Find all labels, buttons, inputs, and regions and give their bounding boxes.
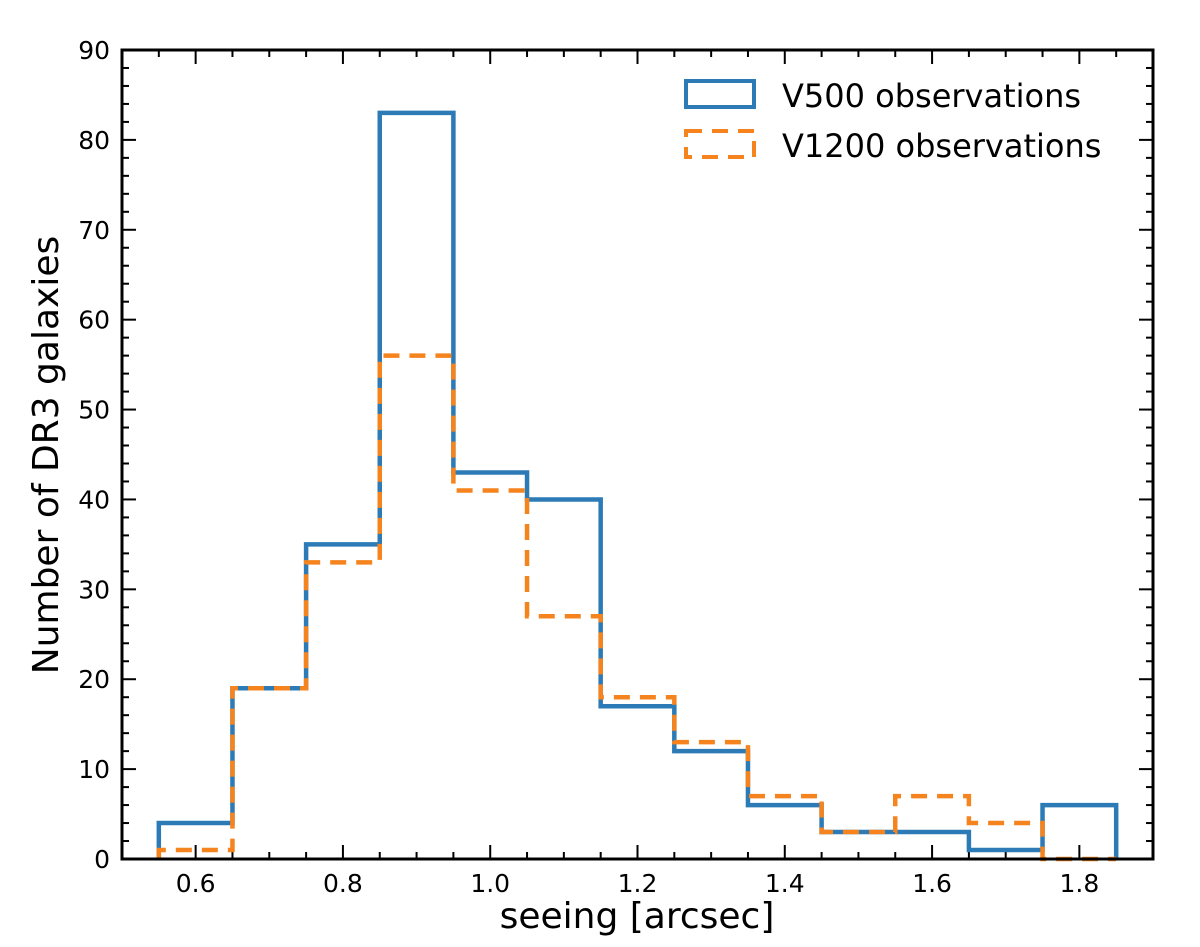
y-tick-label: 10 [78, 755, 110, 784]
x-tick-label: 1.8 [1059, 869, 1099, 898]
legend-swatch-v1200 [684, 129, 756, 159]
y-tick-label: 0 [94, 845, 110, 874]
legend-label-v1200: V1200 observations [782, 127, 1101, 165]
y-tick-label: 70 [78, 216, 110, 245]
tick-labels-layer: 0.6 0.8 1.0 1.2 1.4 1.6 1.8 0 10 20 30 40 50 60 70 80 90 [78, 36, 1099, 898]
v500-histogram-line [156, 110, 1119, 859]
y-axis-label: Number of DR3 galaxies [26, 236, 67, 674]
x-tick-label: 0.8 [323, 869, 363, 898]
x-axis-label: seeing [arcsec] [500, 896, 775, 937]
x-tick-label: 0.6 [176, 869, 216, 898]
series-layer [156, 110, 1119, 862]
y-tick-label: 40 [78, 485, 110, 514]
legend: V500 observations V1200 observations [684, 77, 1101, 165]
ticks-layer [121, 49, 1154, 860]
legend-swatch-v500 [684, 79, 756, 109]
plot-frame [120, 48, 1155, 861]
y-tick-label: 80 [78, 126, 110, 155]
y-tick-label: 50 [78, 396, 110, 425]
x-tick-label: 1.6 [912, 869, 952, 898]
v1200-histogram-line [156, 353, 1117, 862]
legend-label-v500: V500 observations [782, 77, 1081, 115]
x-tick-label: 1.0 [470, 869, 510, 898]
y-tick-label: 90 [78, 36, 110, 65]
x-tick-label: 1.2 [618, 869, 658, 898]
y-tick-label: 60 [78, 306, 110, 335]
x-tick-label: 1.4 [765, 869, 805, 898]
y-tick-label: 30 [78, 575, 110, 604]
y-tick-label: 20 [78, 665, 110, 694]
